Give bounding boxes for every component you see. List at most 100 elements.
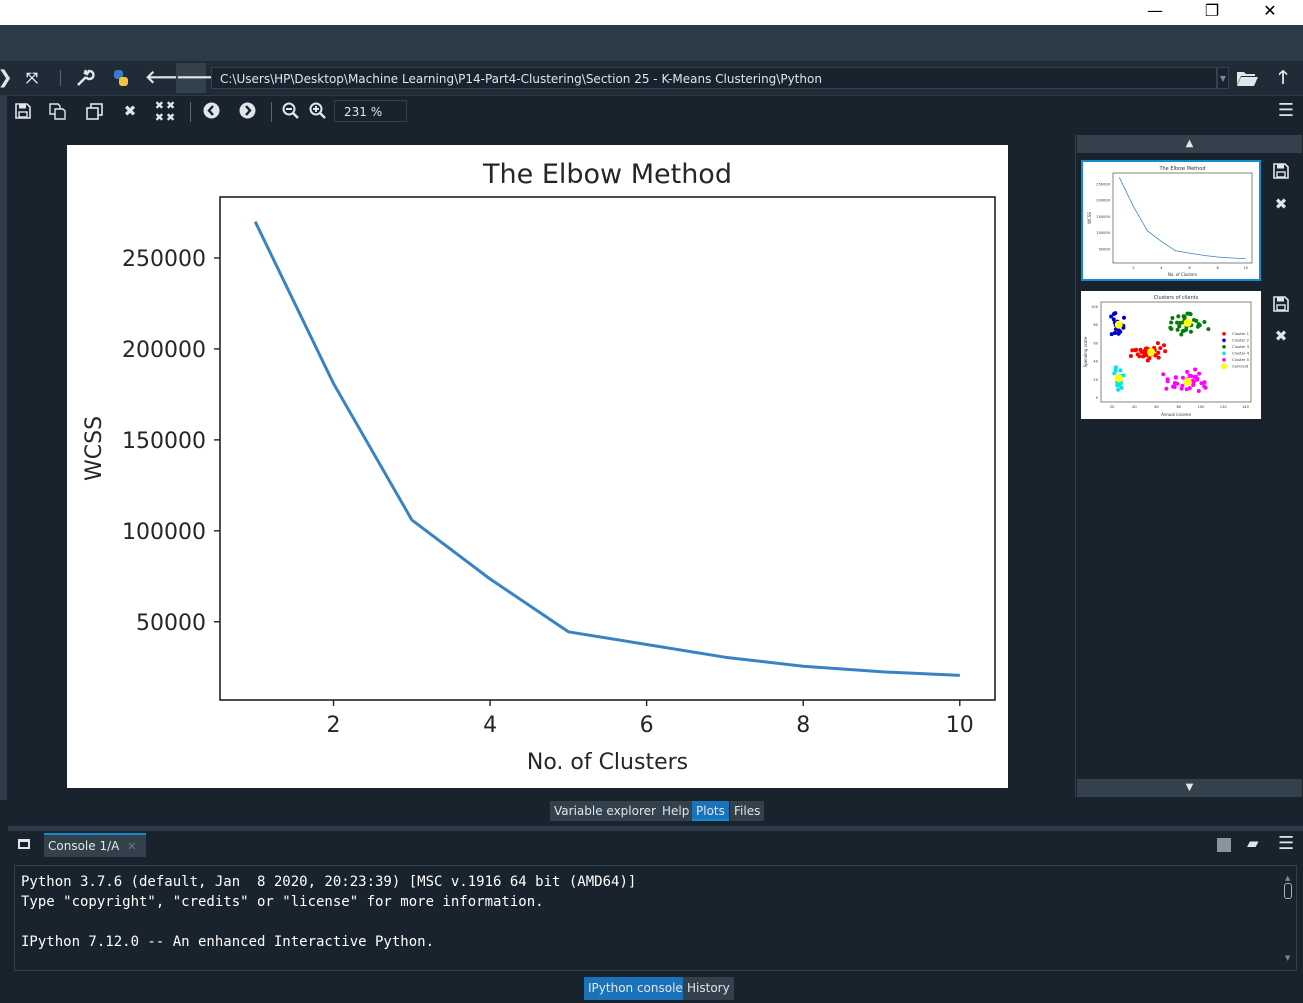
close-tab-icon[interactable]: ✕ — [127, 840, 137, 853]
thumb-scatter-point — [1116, 387, 1121, 392]
parent-directory-icon[interactable]: 🡑 — [1278, 67, 1288, 88]
thumb-ytick-label: 20 — [1093, 378, 1098, 382]
python-path-icon[interactable] — [108, 61, 134, 101]
stop-icon[interactable] — [1217, 838, 1231, 852]
wrench-icon[interactable] — [72, 61, 98, 101]
thumb-frame — [1112, 172, 1253, 264]
tab-variable-explorer[interactable]: Variable explorer — [550, 801, 660, 821]
tab-files[interactable]: Files — [730, 801, 765, 821]
thumb-legend-label: Cluster 3 — [1232, 344, 1250, 349]
thumb-xtick-label: 60 — [1154, 405, 1159, 409]
thumb-legend-marker — [1221, 363, 1227, 370]
console-tab-label: Console 1/A — [48, 839, 120, 853]
copy-plot-icon[interactable] — [83, 96, 107, 131]
tab-history[interactable]: History — [683, 977, 734, 1000]
thumb-scatter-point — [1138, 347, 1143, 352]
zoom-out-icon[interactable] — [279, 96, 303, 130]
zoom-in-icon[interactable] — [306, 96, 330, 130]
thumb-scatter-point — [1162, 343, 1166, 348]
run-icon[interactable]: ❯ — [0, 61, 18, 95]
thumbnail-clusters[interactable]: Clusters of clients Annual income Spending… — [1081, 291, 1261, 419]
y-tick-label: 50000 — [136, 611, 206, 636]
console-line: Python 3.7.6 (default, Jan 8 2020, 20:23… — [21, 874, 637, 890]
zoom-input[interactable]: 231 % — [334, 100, 407, 122]
thumb-scatter-point — [1163, 349, 1168, 354]
thumb-scatter-point — [1195, 377, 1200, 382]
thumb-legend-marker — [1222, 332, 1226, 336]
thumb-scatter-point — [1180, 383, 1185, 388]
tab-help[interactable]: Help — [658, 801, 694, 821]
hamburger-menu-icon[interactable]: ☰ — [1278, 833, 1295, 854]
working-directory-input[interactable]: C:\Users\HP\Desktop\Machine Learning\P14… — [211, 67, 1217, 89]
save-thumbnail-icon[interactable] — [1270, 296, 1292, 316]
plot-frame — [219, 196, 996, 701]
x-tick-label: 6 — [640, 713, 654, 738]
clear-console-icon[interactable]: ▰ — [1247, 834, 1259, 852]
thumb-scatter-point — [1197, 371, 1202, 376]
thumb-scatter-point — [1199, 381, 1204, 386]
thumb-xlabel: Annual income — [1161, 412, 1191, 417]
scroll-up-icon[interactable]: ▲ — [1077, 135, 1302, 153]
toolbar-separator — [60, 70, 61, 86]
new-console-icon[interactable] — [18, 839, 30, 849]
y-tick-label: 250000 — [122, 247, 206, 272]
back-arrow-icon[interactable]: 🡐 — [145, 67, 194, 88]
save-all-plots-icon[interactable] — [46, 96, 70, 131]
maximize-button[interactable]: ❐ — [1204, 1, 1220, 20]
thumb-ytick-label: 60 — [1093, 341, 1098, 345]
toolbar-separator — [271, 102, 272, 122]
next-plot-icon[interactable] — [235, 96, 259, 129]
thumb-xlabel: No. of Clusters — [1168, 272, 1197, 277]
thumb-scatter-point — [1113, 365, 1118, 370]
save-thumbnail-icon[interactable] — [1270, 163, 1292, 183]
previous-plot-icon[interactable] — [199, 96, 223, 129]
console-tab[interactable]: Console 1/A ✕ — [44, 833, 146, 857]
remove-plot-icon[interactable]: ✖ — [123, 102, 137, 120]
pane-splitter[interactable] — [8, 826, 1303, 831]
thumb-scatter-point — [1147, 356, 1152, 361]
save-plot-icon[interactable] — [11, 96, 35, 129]
thumb-ytick-label: 0 — [1096, 396, 1099, 400]
minimize-button[interactable]: — — [1147, 1, 1163, 20]
thumb-xtick-label: 140 — [1242, 405, 1250, 409]
y-tick-label: 200000 — [122, 338, 206, 363]
thumb-title: The Elbow Method — [1158, 166, 1205, 172]
thumb-scatter-point — [1175, 327, 1180, 332]
thumb-legend-marker — [1222, 358, 1226, 362]
thumb-scatter-point — [1202, 380, 1207, 385]
thumb-ylabel: WCSS — [1087, 212, 1092, 224]
console-line — [21, 912, 1290, 932]
thumb-scatter-point — [1161, 372, 1166, 377]
close-window-button[interactable]: ✕ — [1263, 1, 1277, 20]
tab-plots[interactable]: Plots — [692, 801, 729, 821]
tab-ipython-console[interactable]: IPython console — [584, 977, 687, 1000]
thumb-legend-marker — [1222, 345, 1226, 349]
close-thumbnail-icon[interactable]: ✖ — [1274, 195, 1288, 213]
thumb-scatter-point — [1175, 320, 1180, 325]
thumb-xtick-label: 6 — [1188, 266, 1191, 270]
scroll-down-icon[interactable]: ▼ — [1077, 779, 1302, 797]
thumbnail-elbow[interactable]: The Elbow Method No. of Clusters WCSS 2 4 6 8 1… — [1081, 160, 1261, 281]
thumb-scatter-point — [1156, 355, 1161, 360]
console-toolbar: ▰ ☰ — [8, 831, 1303, 859]
thumb-scatter-point — [1185, 369, 1190, 374]
thumb-centroid-point — [1114, 374, 1123, 383]
open-folder-icon[interactable] — [1233, 61, 1261, 100]
chevron-down-icon[interactable]: ▼ — [1217, 67, 1229, 89]
fullscreen-icon[interactable]: ⤧ — [25, 69, 38, 87]
thumb-scatter-point — [1165, 377, 1170, 382]
remove-all-plots-icon[interactable]: ✖✖ ✖✖ — [154, 99, 178, 124]
thumb-scatter-point — [1187, 373, 1192, 378]
thumb-scatter-point — [1122, 315, 1126, 320]
thumb-centroid-point — [1183, 318, 1192, 327]
hamburger-menu-icon[interactable]: ☰ — [1277, 100, 1295, 121]
thumb-scatter-point — [1193, 367, 1198, 372]
thumb-scatter-point — [1128, 354, 1133, 358]
thumb-legend-label: Cluster 5 — [1232, 357, 1250, 362]
console-output[interactable]: Python 3.7.6 (default, Jan 8 2020, 20:23… — [14, 865, 1297, 971]
console-scrollbar[interactable]: ▲ ▼ — [1284, 874, 1292, 962]
forward-arrow-icon[interactable]: 🡒 — [176, 63, 224, 93]
menu-bar — [0, 25, 1303, 61]
thumb-scatter-point — [1175, 381, 1180, 386]
close-thumbnail-icon[interactable]: ✖ — [1274, 327, 1288, 345]
